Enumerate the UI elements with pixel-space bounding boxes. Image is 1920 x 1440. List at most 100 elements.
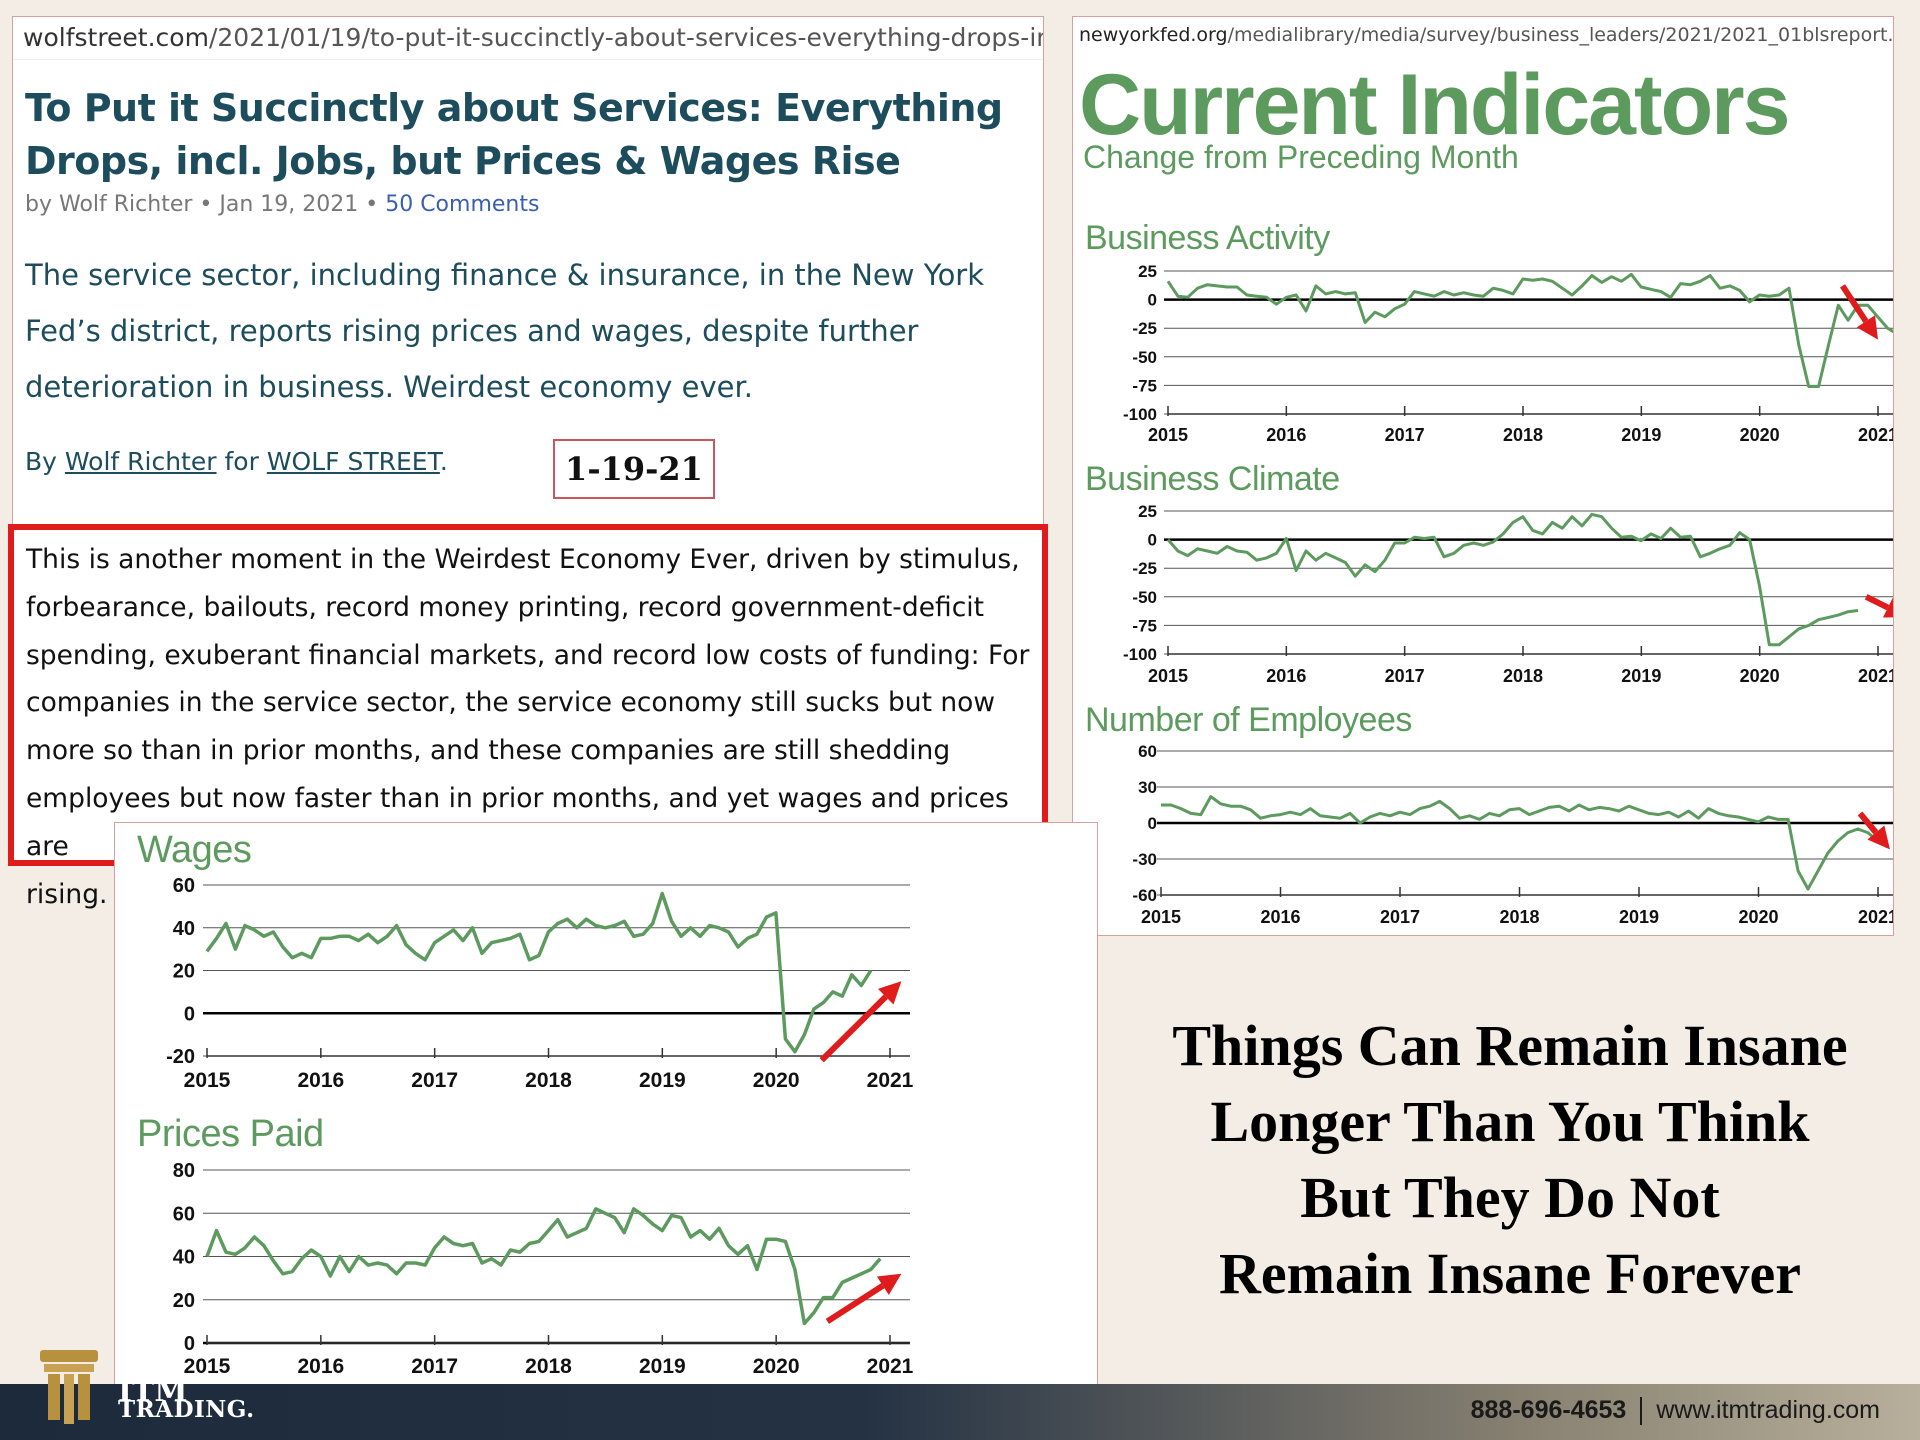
- wages-prices-screenshot: Wages 60 40 20 0 -20 2015 2016 2017 2018 2019 2020…: [114, 822, 1098, 1386]
- tagline: Things Can Remain Insane Longer Than You…: [1120, 1008, 1900, 1312]
- x-tick-label: 2018: [1503, 425, 1543, 445]
- x-tick-label: 2017: [411, 1069, 458, 1092]
- phone-number[interactable]: 888-696-4653: [1470, 1396, 1627, 1424]
- x-tick-label: 2019: [1621, 666, 1661, 686]
- byline-text: by Wolf Richter • Jan 19, 2021 •: [25, 192, 379, 217]
- series-line: [1166, 272, 1893, 388]
- article-lede: The service sector, including finance & …: [25, 247, 1013, 415]
- article-url-domain: wolfstreet.com: [23, 23, 209, 52]
- trend-arrow: [825, 1283, 885, 1324]
- lede-line-2: Fed’s district, reports rising prices an…: [25, 314, 919, 348]
- x-tick-label: 2019: [1621, 425, 1661, 445]
- x-tick-label: 2015: [184, 1069, 231, 1092]
- quote-line-1: This is another moment in the Weirdest E…: [26, 544, 1020, 575]
- article-title-line-1: To Put it Succinctly about Services: Eve…: [25, 86, 1003, 130]
- tagline-line-4: Remain Insane Forever: [1218, 1241, 1802, 1306]
- fed-url-domain: newyorkfed.org: [1079, 24, 1228, 46]
- chart-title-employees: Number of Employees: [1085, 701, 1412, 739]
- trend-arrow-head: [878, 981, 902, 1005]
- article-url-bar[interactable]: wolfstreet.com/2021/01/19/to-put-it-succ…: [13, 17, 1043, 60]
- trend-arrow-head: [1882, 597, 1893, 618]
- y-tick-label: 40: [173, 918, 195, 940]
- x-tick-label: 2015: [1148, 666, 1188, 686]
- trend-arrow-head: [876, 1273, 902, 1295]
- itm-logo-icon: [40, 1350, 98, 1424]
- fed-subtitle: Change from Preceding Month: [1083, 139, 1519, 175]
- y-tick-label: -100: [1123, 645, 1157, 664]
- tagline-line-2: Longer Than You Think: [1210, 1089, 1810, 1154]
- y-tick-label: 0: [184, 1003, 195, 1025]
- x-tick-label: 2019: [639, 1355, 686, 1378]
- y-tick-label: -75: [1132, 616, 1157, 635]
- site-link[interactable]: WOLF STREET: [266, 447, 440, 476]
- y-tick-label: -75: [1132, 376, 1157, 395]
- y-tick-label: 40: [173, 1247, 195, 1269]
- author-link[interactable]: Wolf Richter: [64, 447, 217, 476]
- y-tick-label: -60: [1132, 886, 1157, 905]
- x-tick-label: 2019: [639, 1069, 686, 1092]
- trend-arrow: [1864, 594, 1890, 611]
- y-tick-label: 20: [173, 1290, 195, 1312]
- x-tick-label: 2015: [1148, 425, 1188, 445]
- article-title-line-2: Drops, incl. Jobs, but Prices & Wages Ri…: [25, 139, 901, 183]
- x-tick-label: 2016: [1260, 907, 1300, 927]
- x-tick-label: 2019: [1619, 907, 1659, 927]
- footer-bar: [0, 1384, 1920, 1440]
- x-tick-label: 2018: [525, 1355, 572, 1378]
- y-tick-label: 0: [1148, 531, 1157, 550]
- chart-number-of-employees: 60 30 0 -30 -60 2015 2016 2017 2018 2019 2020 2021: [1132, 742, 1894, 927]
- y-tick-label: 60: [173, 1203, 195, 1225]
- trend-arrow: [1839, 284, 1869, 323]
- quote-line-6: employees but now faster than in prior m…: [26, 782, 1009, 862]
- fed-title: Current Indicators: [1079, 57, 1790, 153]
- y-tick-label: 30: [1138, 778, 1157, 797]
- x-tick-label: 2021: [1858, 907, 1894, 927]
- y-tick-label: -50: [1132, 588, 1157, 607]
- x-tick-label: 2016: [297, 1355, 344, 1378]
- author-line: By Wolf Richter for WOLF STREET.: [25, 447, 448, 476]
- chart-title-climate: Business Climate: [1085, 460, 1340, 498]
- y-tick-label: 0: [1148, 814, 1157, 833]
- logo-trading-text: TRADING.: [118, 1396, 255, 1423]
- y-tick-label: 25: [1138, 502, 1157, 521]
- series-line: [1161, 795, 1889, 891]
- x-tick-label: 2016: [1266, 666, 1306, 686]
- x-tick-label: 2018: [1499, 907, 1539, 927]
- y-tick-label: 0: [184, 1333, 195, 1355]
- x-tick-label: 2015: [184, 1355, 231, 1378]
- fed-report-screenshot: newyorkfed.org/medialibrary/media/survey…: [1072, 16, 1894, 936]
- x-tick-label: 2015: [1141, 907, 1181, 927]
- y-tick-label: 0: [1148, 291, 1157, 310]
- chart-title-activity: Business Activity: [1085, 219, 1330, 257]
- series-line: [1166, 512, 1859, 647]
- x-tick-label: 2021: [867, 1069, 914, 1092]
- y-tick-label: -25: [1132, 559, 1157, 578]
- quote-line-3: spending, exuberant financial markets, a…: [26, 639, 1030, 671]
- article-title: To Put it Succinctly about Services: Eve…: [25, 82, 1043, 188]
- x-tick-label: 2021: [867, 1355, 914, 1378]
- x-tick-label: 2017: [1385, 425, 1425, 445]
- x-tick-label: 2018: [1503, 666, 1543, 686]
- period: .: [439, 447, 448, 476]
- quote-line-2: forbearance, bailouts, record money prin…: [26, 591, 985, 623]
- x-tick-label: 2020: [753, 1355, 800, 1378]
- x-tick-label: 2016: [297, 1069, 344, 1092]
- y-tick-label: 60: [173, 875, 195, 897]
- contact-info: 888-696-4653 www.itmtrading.com: [1470, 1396, 1880, 1426]
- y-tick-label: 20: [173, 961, 195, 983]
- fed-url-bar[interactable]: newyorkfed.org/medialibrary/media/survey…: [1073, 17, 1893, 53]
- y-tick-label: 25: [1138, 262, 1157, 281]
- x-tick-label: 2021: [1858, 666, 1894, 686]
- x-tick-label: 2017: [411, 1355, 458, 1378]
- logo-itm-text: ITM: [118, 1374, 188, 1409]
- series-line: [205, 891, 873, 1054]
- lede-line-3: deterioration in business. Weirdest econ…: [25, 370, 753, 404]
- by-label: By: [25, 447, 57, 476]
- x-tick-label: 2018: [525, 1069, 572, 1092]
- contact-divider: [1640, 1397, 1643, 1426]
- tagline-line-3: But They Do Not: [1300, 1165, 1720, 1230]
- comments-link[interactable]: 50 Comments: [385, 192, 540, 217]
- website-link[interactable]: www.itmtrading.com: [1656, 1396, 1880, 1424]
- x-tick-label: 2016: [1266, 425, 1306, 445]
